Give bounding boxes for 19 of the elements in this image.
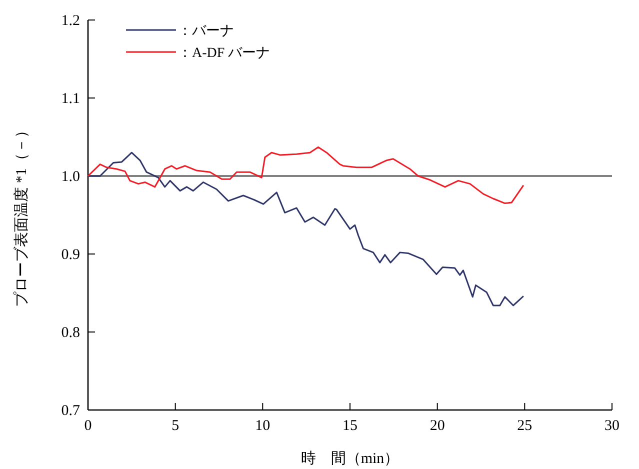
y-tick-label: 1.0	[61, 169, 80, 185]
y-tick-label: 0.7	[61, 403, 80, 419]
x-tick-label: 5	[172, 418, 180, 434]
x-tick-label: 15	[342, 418, 358, 434]
x-tick-label: 20	[430, 418, 445, 434]
x-axis-title: 時 間（min）	[300, 450, 400, 467]
y-tick-label: 1.1	[61, 91, 80, 107]
y-tick-label: 0.8	[61, 325, 80, 341]
y-axis-title: プローブ表面温度 *1（－）	[13, 123, 30, 307]
x-tick-label: 0	[84, 418, 92, 434]
x-tick-label: 30	[604, 418, 620, 434]
legend-label: ：バーナ	[178, 24, 234, 39]
x-tick-label: 25	[517, 418, 532, 434]
x-tick-label: 10	[255, 418, 270, 434]
y-tick-label: 1.2	[61, 13, 80, 29]
legend-label: ：A-DF バーナ	[178, 46, 270, 61]
line-series	[87, 152, 524, 306]
line-series	[87, 146, 524, 204]
y-tick-label: 0.9	[61, 247, 80, 263]
